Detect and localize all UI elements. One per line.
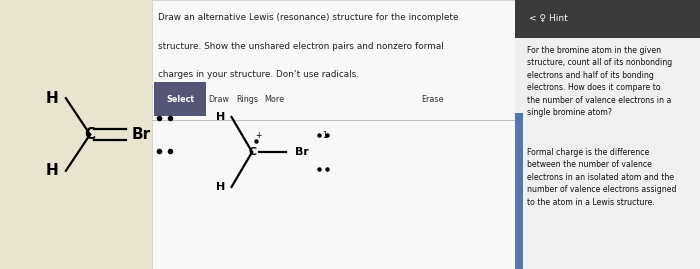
Text: Select: Select [166, 95, 194, 104]
Text: H: H [216, 182, 225, 192]
Text: Draw: Draw [208, 95, 229, 104]
Text: Rings: Rings [236, 95, 258, 104]
Text: H: H [46, 91, 58, 106]
Text: C: C [85, 127, 96, 142]
Text: For the bromine atom in the given
structure, count all of its nonbonding
electro: For the bromine atom in the given struct… [528, 46, 673, 117]
Text: charges in your structure. Don’t use radicals.: charges in your structure. Don’t use rad… [158, 70, 359, 79]
Text: Draw an alternative Lewis (resonance) structure for the incomplete: Draw an alternative Lewis (resonance) st… [158, 13, 458, 22]
Text: More: More [264, 95, 284, 104]
Text: 1: 1 [322, 131, 326, 140]
FancyBboxPatch shape [0, 0, 152, 269]
Text: < ♀ Hint: < ♀ Hint [529, 14, 568, 23]
FancyBboxPatch shape [514, 113, 523, 269]
Text: Br: Br [132, 127, 150, 142]
Text: Erase: Erase [421, 95, 443, 104]
Text: structure. Show the unshared electron pairs and nonzero formal: structure. Show the unshared electron pa… [158, 42, 444, 51]
Text: Formal charge is the difference
between the number of valence
electrons in an is: Formal charge is the difference between … [528, 148, 677, 207]
Text: H: H [46, 163, 58, 178]
FancyBboxPatch shape [514, 38, 700, 269]
Text: +: + [256, 131, 262, 140]
FancyBboxPatch shape [152, 0, 514, 269]
Text: Br: Br [295, 147, 309, 157]
FancyBboxPatch shape [514, 0, 700, 38]
FancyBboxPatch shape [154, 82, 206, 116]
Text: C: C [248, 147, 256, 157]
Text: H: H [216, 112, 225, 122]
